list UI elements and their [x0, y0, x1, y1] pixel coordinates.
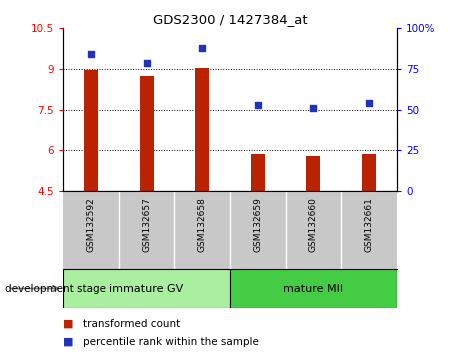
- Text: GSM132658: GSM132658: [198, 198, 207, 252]
- Bar: [195, 68, 209, 191]
- Point: [310, 105, 317, 111]
- Text: GSM132592: GSM132592: [87, 198, 96, 252]
- Text: GSM132661: GSM132661: [364, 198, 373, 252]
- Point: [87, 52, 95, 57]
- Text: transformed count: transformed count: [83, 319, 181, 329]
- Point: [198, 45, 206, 51]
- Text: mature MII: mature MII: [283, 284, 344, 293]
- Text: ■: ■: [63, 337, 74, 347]
- Text: development stage: development stage: [5, 284, 106, 293]
- Bar: [84, 70, 98, 191]
- Text: GSM132660: GSM132660: [309, 198, 318, 252]
- Bar: [362, 154, 376, 191]
- Bar: [230, 269, 397, 308]
- Bar: [251, 154, 265, 191]
- Bar: [307, 156, 320, 191]
- Text: GSM132657: GSM132657: [142, 198, 151, 252]
- Text: GSM132659: GSM132659: [253, 198, 262, 252]
- Point: [365, 101, 373, 106]
- Bar: [140, 76, 153, 191]
- Text: immature GV: immature GV: [110, 284, 184, 293]
- Text: ■: ■: [63, 319, 74, 329]
- Bar: [63, 269, 230, 308]
- Text: percentile rank within the sample: percentile rank within the sample: [83, 337, 259, 347]
- Point: [254, 102, 262, 108]
- Point: [143, 60, 150, 65]
- Title: GDS2300 / 1427384_at: GDS2300 / 1427384_at: [153, 13, 307, 26]
